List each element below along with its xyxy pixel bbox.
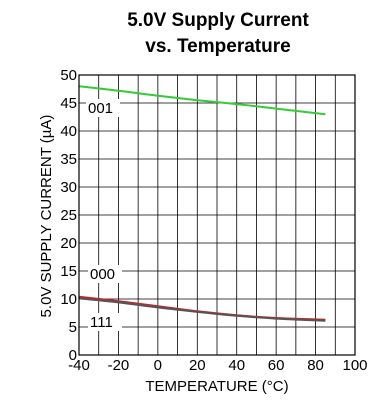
series-label-bg — [88, 313, 122, 331]
x-tick-label: 100 — [342, 357, 367, 374]
series-label-bg — [88, 265, 122, 283]
series-label-111: 111 — [90, 314, 113, 331]
y-tick-label: 20 — [60, 235, 77, 252]
series-line-001 — [78, 85, 326, 116]
x-tick-label: 20 — [189, 357, 206, 374]
plot-frame — [78, 74, 356, 356]
x-axis-label: TEMPERATURE (°C) — [145, 378, 288, 395]
y-tick-label: 30 — [60, 179, 77, 196]
tick-labels: -40 -20 0 20 40 60 80 100 0 5 10 15 20 25 30 35 40 45 50 — [60, 67, 367, 374]
y-tick-label: 35 — [60, 151, 77, 168]
series-labels: 001 000 111 — [86, 99, 122, 331]
y-tick-label: 40 — [60, 123, 77, 140]
y-tick-label: 50 — [60, 67, 77, 84]
x-tick-label: -40 — [68, 357, 90, 374]
x-tick-label: 60 — [268, 357, 285, 374]
grid — [79, 75, 355, 355]
x-tick-label: 80 — [307, 357, 324, 374]
chart-subtitle: vs. Temperature — [145, 36, 290, 57]
y-tick-label: 25 — [60, 207, 77, 224]
series-line-111 — [78, 297, 326, 322]
x-tick-label: 0 — [154, 357, 162, 374]
y-tick-label: 15 — [60, 263, 77, 280]
y-tick-label: 5 — [69, 319, 77, 336]
series-lines — [78, 85, 326, 322]
x-tick-label: -20 — [108, 357, 130, 374]
series-label-000: 000 — [90, 266, 115, 283]
series-label-001: 001 — [88, 100, 113, 117]
y-tick-label: 45 — [60, 95, 77, 112]
y-tick-label: 10 — [60, 291, 77, 308]
x-tick-label: 40 — [228, 357, 245, 374]
chart-title: 5.0V Supply Current — [127, 10, 309, 31]
series-label-bg — [86, 99, 120, 117]
y-axis-label: 5.0V SUPPLY CURRENT (µA) — [38, 115, 55, 318]
y-tick-label: 0 — [69, 347, 77, 364]
